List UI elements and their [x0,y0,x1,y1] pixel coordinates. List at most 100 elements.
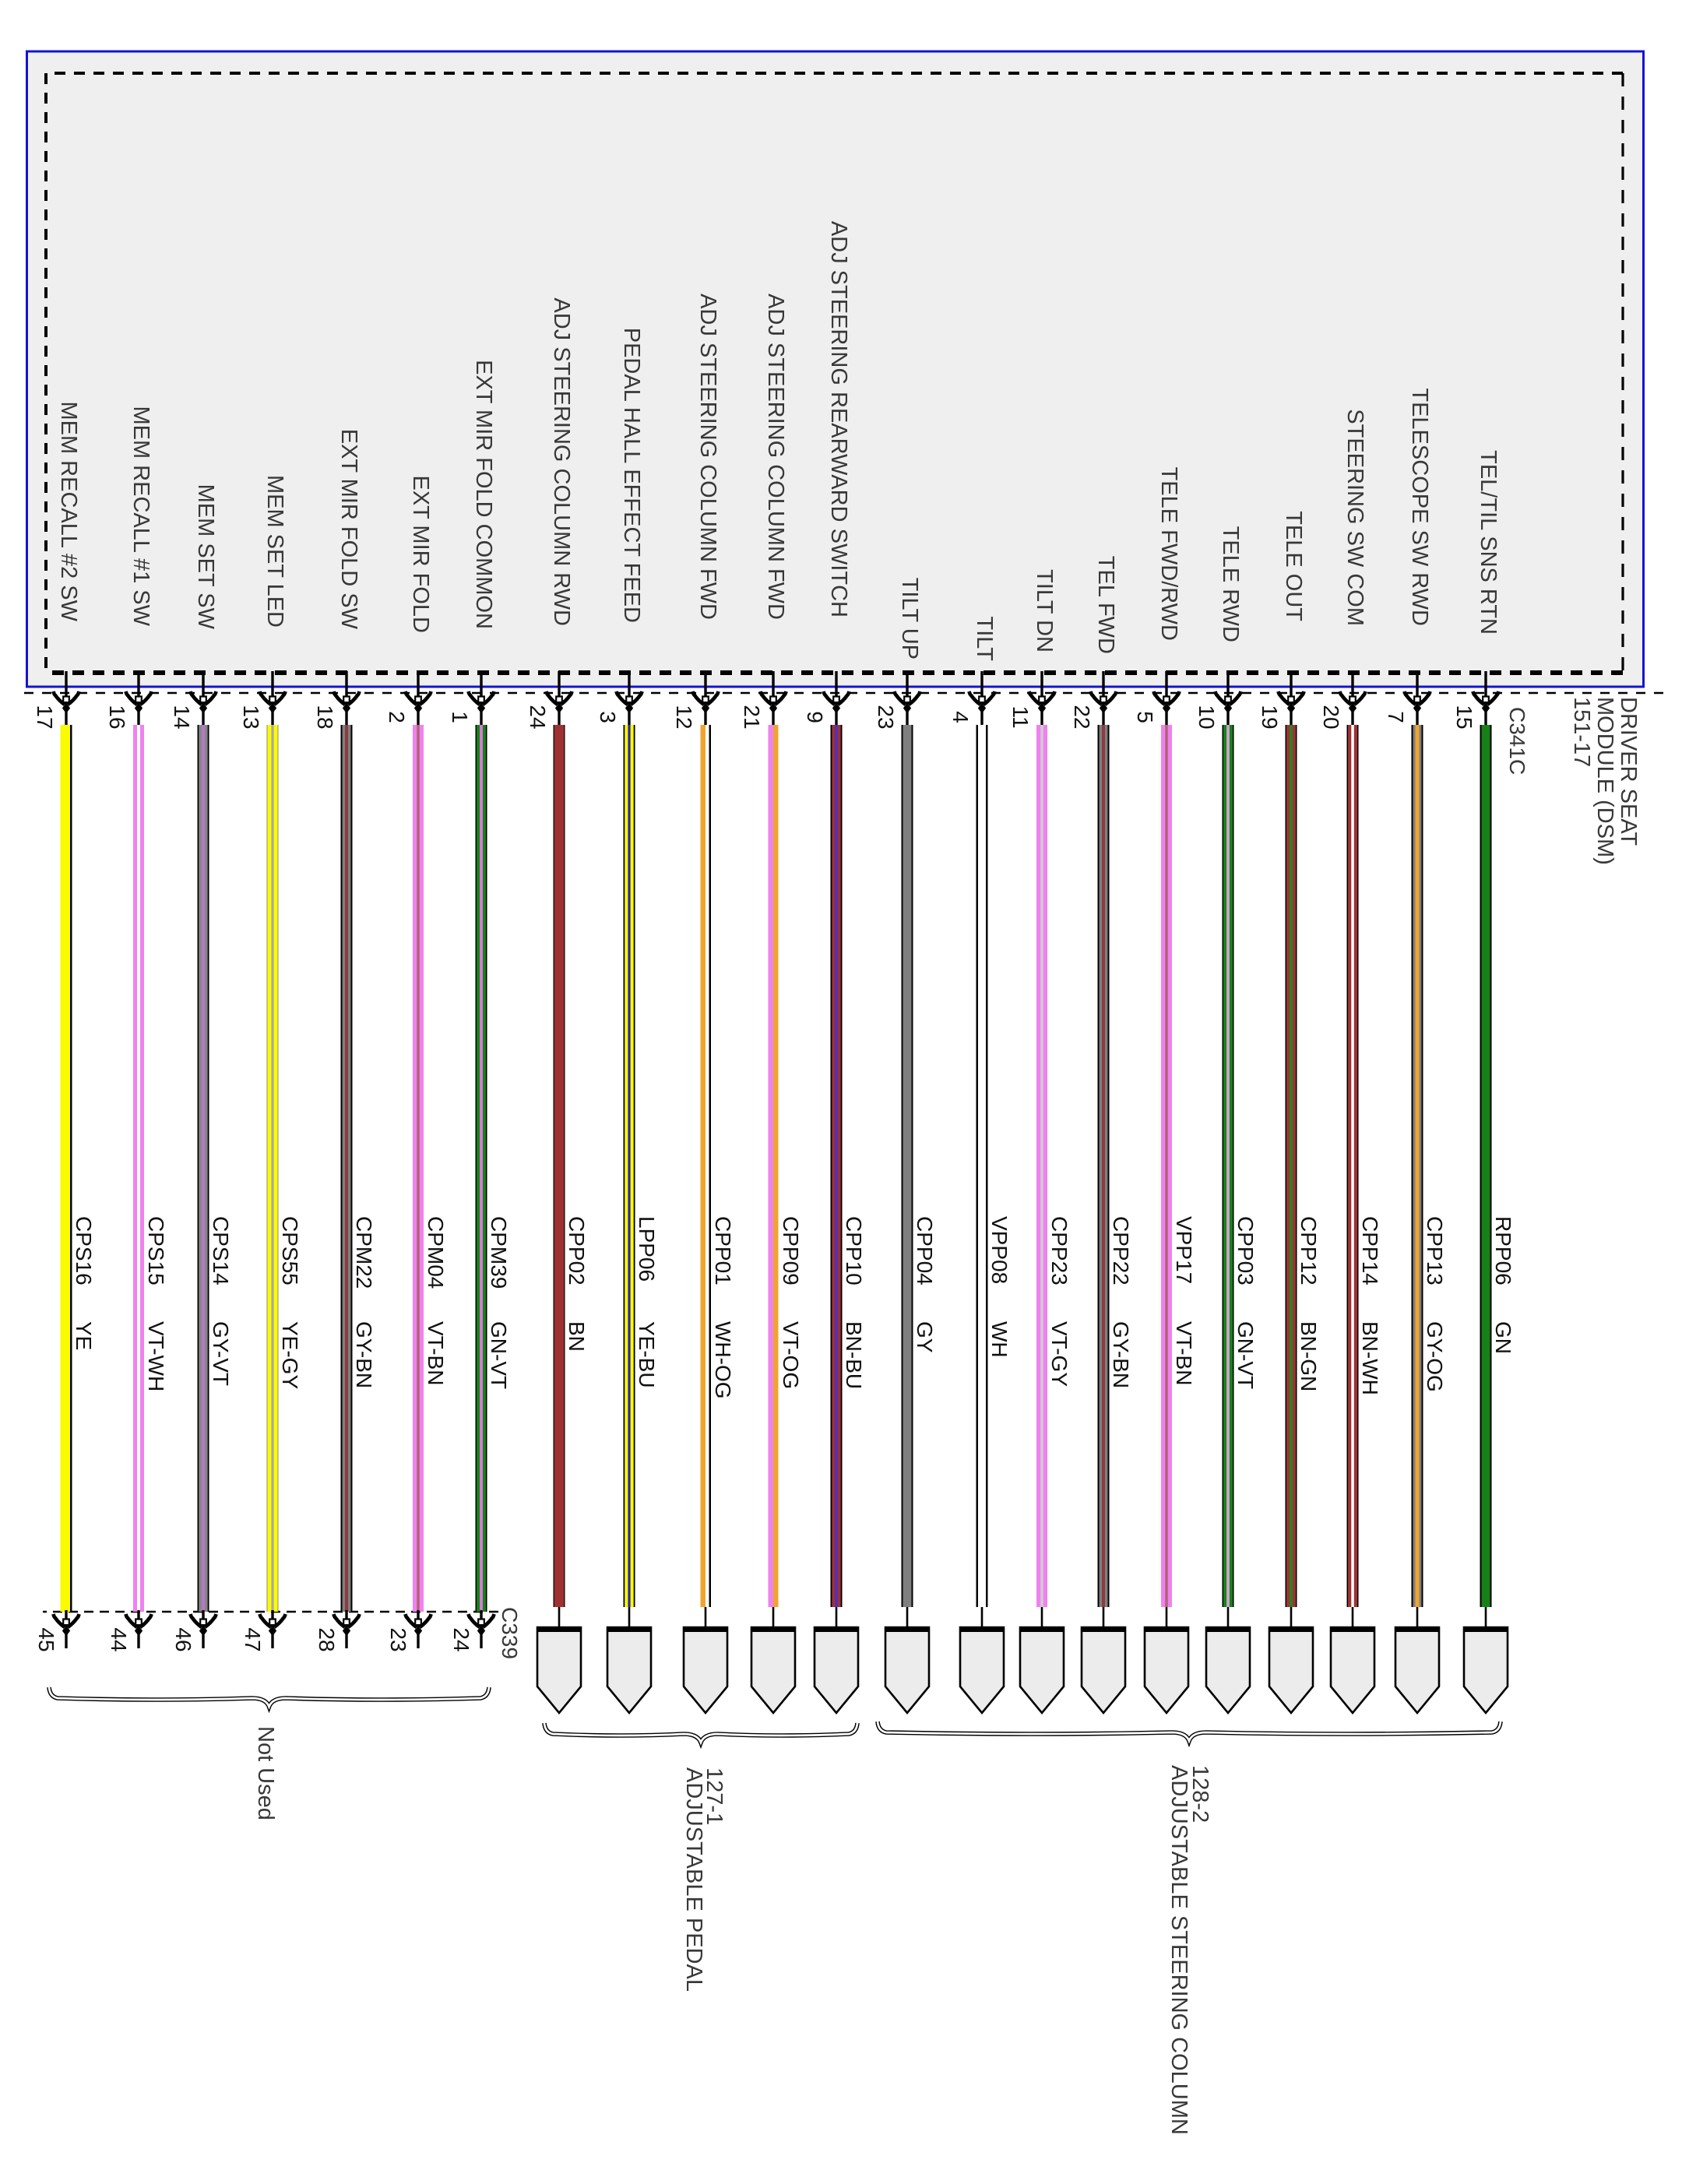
svg-text:MEM RECALL #2 SW: MEM RECALL #2 SW [56,401,81,621]
svg-text:GY-BN: GY-BN [1109,1321,1133,1388]
svg-text:151-17: 151-17 [1569,697,1594,767]
svg-text:BN-GN: BN-GN [1297,1321,1321,1391]
svg-text:21: 21 [740,705,764,729]
svg-text:STEERING SW COM: STEERING SW COM [1342,409,1367,626]
svg-text:ADJ STEERING COLUMN FWD: ADJ STEERING COLUMN FWD [695,294,720,620]
svg-text:CPM22: CPM22 [352,1216,376,1289]
svg-text:MEM SET LED: MEM SET LED [262,475,287,628]
svg-text:28: 28 [315,1627,339,1651]
svg-text:CPP23: CPP23 [1047,1216,1071,1285]
svg-text:GY-OG: GY-OG [1423,1321,1447,1392]
svg-text:YE-GY: YE-GY [278,1321,302,1389]
svg-text:127-1: 127-1 [702,1767,727,1825]
svg-text:ADJ STEERING COLUMN FWD: ADJ STEERING COLUMN FWD [763,294,788,620]
svg-text:EXT MIR FOLD SW: EXT MIR FOLD SW [336,429,361,630]
svg-text:CPP10: CPP10 [842,1216,866,1285]
svg-text:CPP01: CPP01 [711,1216,735,1285]
svg-text:CPS16: CPS16 [72,1216,96,1285]
svg-text:17: 17 [33,705,57,729]
svg-text:24: 24 [526,705,550,729]
svg-text:CPS15: CPS15 [144,1216,168,1285]
svg-text:12: 12 [672,705,696,729]
svg-text:128-2: 128-2 [1188,1765,1212,1823]
svg-text:3: 3 [596,711,620,723]
svg-text:13: 13 [239,705,263,729]
svg-text:TELE FWD/RWD: TELE FWD/RWD [1156,467,1181,641]
svg-text:CPP13: CPP13 [1423,1216,1447,1285]
svg-text:CPP04: CPP04 [913,1216,937,1285]
svg-text:11: 11 [1008,705,1033,728]
svg-text:CPP12: CPP12 [1297,1216,1321,1285]
svg-text:9: 9 [803,711,827,723]
svg-text:GN-VT: GN-VT [1233,1321,1258,1389]
svg-text:TELE RWD: TELE RWD [1218,526,1243,642]
svg-text:15: 15 [1452,705,1476,729]
svg-text:GY: GY [913,1321,937,1353]
svg-text:C341C: C341C [1505,707,1529,775]
svg-text:CPM39: CPM39 [487,1216,511,1289]
svg-text:BN: BN [565,1321,589,1352]
svg-text:RPP06: RPP06 [1491,1216,1515,1285]
svg-text:20: 20 [1319,705,1343,729]
svg-text:GN: GN [1491,1321,1515,1354]
svg-text:GN-VT: GN-VT [487,1321,511,1389]
svg-text:ADJ STEERING REARWARD SWITCH: ADJ STEERING REARWARD SWITCH [826,221,851,617]
svg-text:ADJ STEERING COLUMN RWD: ADJ STEERING COLUMN RWD [549,297,574,626]
svg-text:CPP14: CPP14 [1358,1216,1382,1285]
svg-text:MODULE (DSM): MODULE (DSM) [1592,697,1617,865]
svg-text:LPP06: LPP06 [635,1216,659,1282]
svg-text:CPP03: CPP03 [1233,1216,1258,1285]
svg-text:TILT: TILT [972,617,997,662]
svg-text:VT-BN: VT-BN [424,1321,448,1385]
svg-text:23: 23 [874,705,898,729]
svg-text:VT-OG: VT-OG [779,1321,803,1389]
svg-text:19: 19 [1258,705,1282,729]
svg-text:VT-GY: VT-GY [1047,1321,1071,1387]
svg-text:VPP17: VPP17 [1172,1216,1196,1284]
svg-text:CPS55: CPS55 [278,1216,302,1285]
svg-text:DRIVER SEAT: DRIVER SEAT [1616,697,1641,846]
svg-text:45: 45 [34,1627,58,1651]
svg-text:10: 10 [1195,705,1219,729]
svg-text:PEDAL HALL EFFECT FEED: PEDAL HALL EFFECT FEED [619,328,644,623]
svg-text:EXT MIR FOLD COMMON: EXT MIR FOLD COMMON [471,360,496,629]
svg-text:CPM04: CPM04 [424,1216,448,1289]
svg-text:ADJUSTABLE STEERING COLUMN: ADJUSTABLE STEERING COLUMN [1166,1765,1191,2135]
svg-text:TEL/TIL SNS RTN: TEL/TIL SNS RTN [1476,450,1501,635]
svg-text:23: 23 [386,1627,410,1651]
svg-text:18: 18 [313,705,337,729]
svg-text:CPP02: CPP02 [565,1216,589,1285]
svg-text:22: 22 [1070,705,1094,729]
svg-text:4: 4 [948,711,973,723]
svg-text:BN-WH: BN-WH [1358,1321,1382,1395]
svg-text:Not Used: Not Used [253,1726,278,1820]
svg-text:VT-BN: VT-BN [1172,1321,1196,1385]
svg-text:TILT UP: TILT UP [897,578,922,659]
svg-text:47: 47 [241,1627,265,1651]
svg-text:TELESCOPE SW RWD: TELESCOPE SW RWD [1407,388,1432,626]
svg-text:YE: YE [72,1321,96,1350]
svg-text:WH-OG: WH-OG [711,1321,735,1399]
svg-text:7: 7 [1384,711,1408,723]
svg-text:VPP08: VPP08 [987,1216,1012,1284]
svg-text:EXT MIR FOLD: EXT MIR FOLD [408,476,433,634]
svg-text:TILT DN: TILT DN [1032,569,1057,652]
svg-text:VT-WH: VT-WH [144,1321,168,1391]
svg-text:YE-BU: YE-BU [635,1321,659,1388]
svg-text:MEM SET SW: MEM SET SW [193,484,218,630]
svg-text:14: 14 [170,705,194,729]
svg-text:CPS14: CPS14 [209,1216,233,1285]
svg-text:CPP22: CPP22 [1109,1216,1133,1285]
svg-text:5: 5 [1133,711,1157,723]
svg-text:TELE OUT: TELE OUT [1281,511,1306,621]
svg-text:MEM RECALL #1 SW: MEM RECALL #1 SW [128,406,153,626]
svg-text:WH: WH [987,1321,1012,1358]
svg-text:ADJUSTABLE PEDAL: ADJUSTABLE PEDAL [681,1767,706,1992]
svg-text:CPP09: CPP09 [779,1216,803,1285]
svg-text:2: 2 [385,711,409,723]
svg-text:C339: C339 [498,1607,522,1659]
svg-text:16: 16 [105,705,129,729]
svg-text:24: 24 [449,1627,473,1651]
svg-text:46: 46 [171,1627,195,1651]
svg-text:44: 44 [107,1627,131,1651]
